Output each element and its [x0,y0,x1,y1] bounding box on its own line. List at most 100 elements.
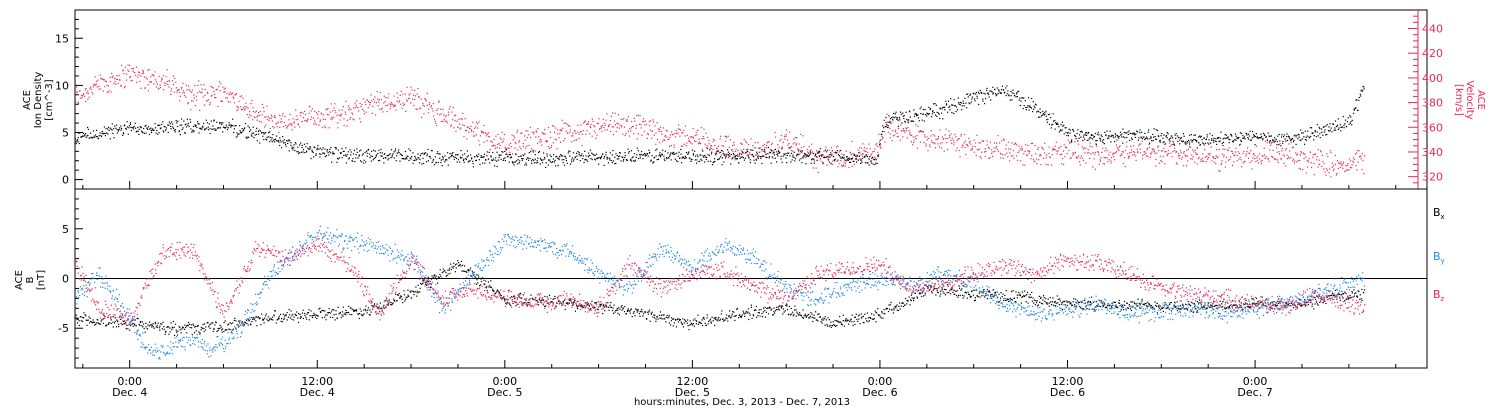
density-series-point [1006,85,1008,87]
density-series-point [1316,124,1318,126]
velocity-series-point [1276,147,1278,149]
velocity-series-point [984,151,986,153]
velocity-series-point [1061,158,1064,160]
velocity-series-point [852,152,854,155]
bx-series-point [157,322,159,324]
density-series-point [585,155,587,157]
velocity-series-point [576,139,578,141]
velocity-series-point [131,79,133,82]
density-series-point [1030,107,1033,109]
bx-series-point [164,333,166,335]
density-series-point [383,162,385,164]
velocity-series-point [1139,143,1141,145]
velocity-series-point [106,84,108,86]
velocity-series-point [505,148,507,150]
velocity-series-point [955,136,957,138]
bx-series-point [489,286,492,288]
density-series-point [596,157,599,160]
velocity-series-point [574,130,576,132]
velocity-series-point [143,76,146,78]
density-series-point [580,155,582,157]
density-series-point [1082,139,1084,142]
velocity-series-point [297,123,300,125]
velocity-series-point [416,93,418,95]
velocity-series-point [601,130,603,132]
velocity-series-point [591,118,593,120]
velocity-series-point [903,130,905,132]
density-series-point [362,153,364,155]
velocity-series-point [970,143,972,145]
velocity-series-point [1064,155,1066,158]
velocity-series-point [1236,159,1238,162]
velocity-series-point [183,92,186,94]
velocity-series-point [1235,151,1237,153]
velocity-series-point [1357,150,1359,152]
density-series-point [287,142,289,144]
velocity-series-point [559,141,562,143]
velocity-series-point [1066,153,1068,155]
velocity-series-point [219,90,221,92]
velocity-series-point [994,150,996,153]
velocity-series-point [1297,160,1299,162]
density-series-point [508,161,510,163]
density-series-point [692,153,695,155]
bx-series-point [347,311,350,314]
velocity-series-point [495,135,497,137]
density-series-point [1288,136,1290,138]
velocity-series-point [1108,159,1110,161]
density-series-point [763,150,765,152]
bx-series-point [307,312,309,314]
velocity-series-point [341,109,343,111]
density-series-point [810,152,812,154]
velocity-series-point [116,74,118,77]
density-series-point [157,133,159,135]
velocity-series-point [1141,140,1143,142]
density-series-point [538,150,540,153]
density-series-point [709,149,711,151]
velocity-series-point [981,151,983,153]
velocity-series-point [957,138,959,140]
density-series-point [445,159,447,161]
bx-series-point [465,271,467,273]
bx-series-point [405,296,407,298]
velocity-series-point [1298,167,1300,169]
density-series-point [1062,125,1064,127]
density-series-point [460,157,462,159]
velocity-series-point [1352,161,1355,164]
velocity-series-point [378,99,380,101]
velocity-series-point [224,91,226,93]
bx-series-point [224,329,226,331]
density-series-point [1182,133,1184,135]
velocity-series-point [202,96,204,98]
bx-series-point [168,326,170,328]
velocity-series-point [226,92,228,94]
bx-series-point [87,319,89,321]
density-series-point [1121,133,1123,135]
density-series-point [1120,134,1122,136]
density-series-point [352,158,354,160]
bx-series-point [121,317,123,319]
velocity-series-point [1151,149,1153,151]
density-series-point [500,158,502,160]
bx-series-point [163,326,165,328]
velocity-series-point [270,114,273,116]
velocity-series-point [262,107,265,109]
density-series-point [328,154,330,156]
velocity-series-point [659,141,661,144]
density-series-point [550,156,552,158]
velocity-series-point [140,87,142,89]
velocity-series-point [620,118,622,120]
density-series-point [800,158,802,160]
density-series-point [1333,129,1335,131]
velocity-series-point [430,106,432,108]
density-series-point [221,123,223,125]
velocity-series-point [1314,153,1316,155]
bx-series-point [128,324,130,326]
velocity-series-point [172,75,174,77]
bx-series-point [413,294,415,296]
velocity-series-point [1031,155,1033,157]
bx-series-point [141,325,143,327]
velocity-series-point [1292,160,1294,162]
density-series-point [179,124,181,126]
density-series-point [798,159,801,161]
